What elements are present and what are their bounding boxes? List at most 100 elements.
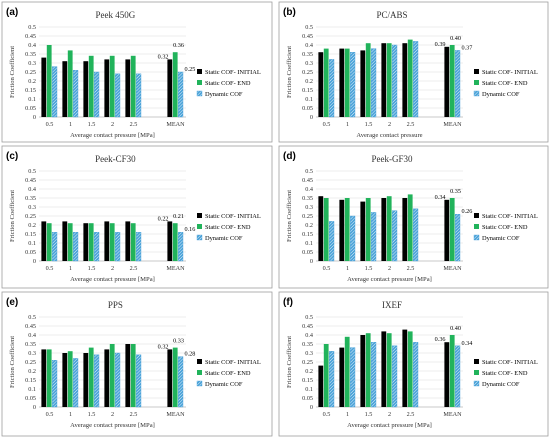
bar-static-initial — [125, 59, 131, 117]
bar-static-end — [46, 223, 52, 261]
x-tick-label: 1.5 — [365, 411, 373, 418]
bar-dynamic — [72, 231, 79, 262]
bar-dynamic — [93, 231, 100, 262]
x-tick-label: MEAN — [443, 121, 462, 128]
y-tick-label: 0.2 — [305, 222, 313, 229]
x-axis-title: Average contact pressure [MPa] — [70, 132, 155, 139]
x-tick-label: 2 — [388, 265, 391, 272]
mean-data-label: 0.16 — [184, 226, 195, 233]
x-tick-label: 2.5 — [130, 411, 138, 418]
bar-static-initial — [402, 43, 408, 118]
panel-letter: (b) — [283, 7, 296, 18]
y-tick-label: 0.35 — [25, 341, 36, 348]
x-tick-label: 1 — [346, 121, 349, 128]
bar-static-initial — [167, 221, 173, 261]
mean-data-label: 0.28 — [184, 351, 195, 358]
x-tick-label: 1.5 — [88, 265, 96, 272]
bar-dynamic — [371, 48, 377, 118]
bar-static-end — [365, 333, 371, 407]
bar-dynamic — [350, 52, 356, 118]
x-tick-label: MEAN — [166, 411, 185, 418]
y-tick-label: 0.35 — [25, 195, 36, 202]
legend-label: Static COF- END — [205, 80, 251, 87]
panel-letter: (f) — [283, 297, 293, 308]
bar-dynamic — [329, 221, 335, 262]
y-tick-label: 0.4 — [28, 42, 36, 49]
y-tick-label: 0.2 — [28, 222, 36, 229]
y-tick-label: 0.5 — [305, 168, 313, 175]
y-tick-label: 0.4 — [305, 186, 313, 193]
bar-dynamic — [93, 354, 100, 408]
legend-label: Dynamic COF — [482, 381, 520, 388]
x-tick-label: 1 — [346, 265, 349, 272]
legend-label: Static COF- END — [205, 370, 251, 377]
bar-dynamic — [413, 208, 419, 262]
bar-dynamic — [329, 351, 335, 408]
y-tick-label: 0.25 — [25, 359, 36, 366]
bar-static-initial — [41, 349, 47, 407]
y-tick-label: 0.35 — [302, 51, 313, 58]
x-axis-title: Average contact pressure — [356, 132, 422, 139]
y-tick-label: 0.25 — [302, 359, 313, 366]
x-tick-label: 2.5 — [407, 121, 415, 128]
y-tick-label: 0.2 — [28, 368, 36, 375]
y-tick-label: 0.3 — [28, 350, 36, 357]
mean-data-label: 0.33 — [173, 338, 184, 345]
chart-title: Peek 450G — [96, 10, 136, 20]
bar-dynamic — [392, 210, 398, 262]
bar-dynamic — [392, 345, 398, 408]
panel-letter: (e) — [6, 297, 18, 308]
bar-static-end — [386, 333, 392, 407]
bar-dynamic — [413, 342, 419, 408]
legend-label: Dynamic COF — [482, 91, 520, 98]
panel-letter: (c) — [6, 151, 18, 162]
y-tick-label: 0 — [33, 114, 36, 121]
y-tick-label: 0.5 — [28, 168, 36, 175]
bar-dynamic — [72, 69, 79, 118]
bar-static-initial — [402, 198, 408, 261]
legend-swatch — [197, 213, 202, 218]
bar-dynamic — [52, 360, 58, 408]
y-tick-label: 0.15 — [302, 231, 313, 238]
x-tick-label: 0.5 — [46, 411, 54, 418]
bar-static-end — [365, 43, 371, 118]
x-tick-label: 2 — [111, 411, 114, 418]
y-tick-label: 0.1 — [28, 96, 36, 103]
bar-dynamic — [72, 358, 79, 408]
x-tick-label: 0.5 — [46, 121, 54, 128]
bar-static-end — [46, 45, 52, 117]
bar-static-initial — [104, 349, 110, 407]
bar-static-end — [172, 223, 178, 261]
legend-swatch — [473, 380, 480, 387]
x-tick-label: 2 — [388, 411, 391, 418]
bar-dynamic — [135, 354, 142, 408]
mean-data-label: 0.32 — [158, 343, 169, 350]
bar-static-end — [344, 336, 350, 407]
y-tick-label: 0.05 — [302, 395, 313, 402]
y-axis-title: Friction Coefficient — [286, 336, 293, 388]
bar-static-end — [130, 55, 136, 117]
bar-static-initial — [318, 52, 324, 118]
bar-dynamic — [329, 59, 335, 118]
y-tick-label: 0.25 — [302, 213, 313, 220]
y-tick-label: 0.5 — [28, 24, 36, 31]
bar-static-end — [407, 194, 413, 261]
panel-frame — [1, 145, 273, 289]
bar-static-end — [88, 347, 94, 407]
y-tick-label: 0.1 — [305, 96, 313, 103]
y-tick-label: 0.4 — [28, 186, 36, 193]
x-axis-title: Average contact pressure [MPa] — [70, 422, 155, 429]
y-tick-label: 0 — [33, 404, 36, 411]
bar-static-initial — [62, 353, 68, 407]
bar-static-end — [109, 223, 115, 261]
y-tick-label: 0.05 — [25, 395, 36, 402]
bar-static-end — [88, 55, 94, 117]
y-tick-label: 0.35 — [302, 195, 313, 202]
bar-static-end — [109, 344, 115, 407]
y-tick-label: 0 — [33, 258, 36, 265]
bar-static-initial — [339, 347, 345, 407]
bar-static-end — [407, 39, 413, 117]
x-tick-label: 1.5 — [88, 411, 96, 418]
y-tick-label: 0.05 — [302, 249, 313, 256]
